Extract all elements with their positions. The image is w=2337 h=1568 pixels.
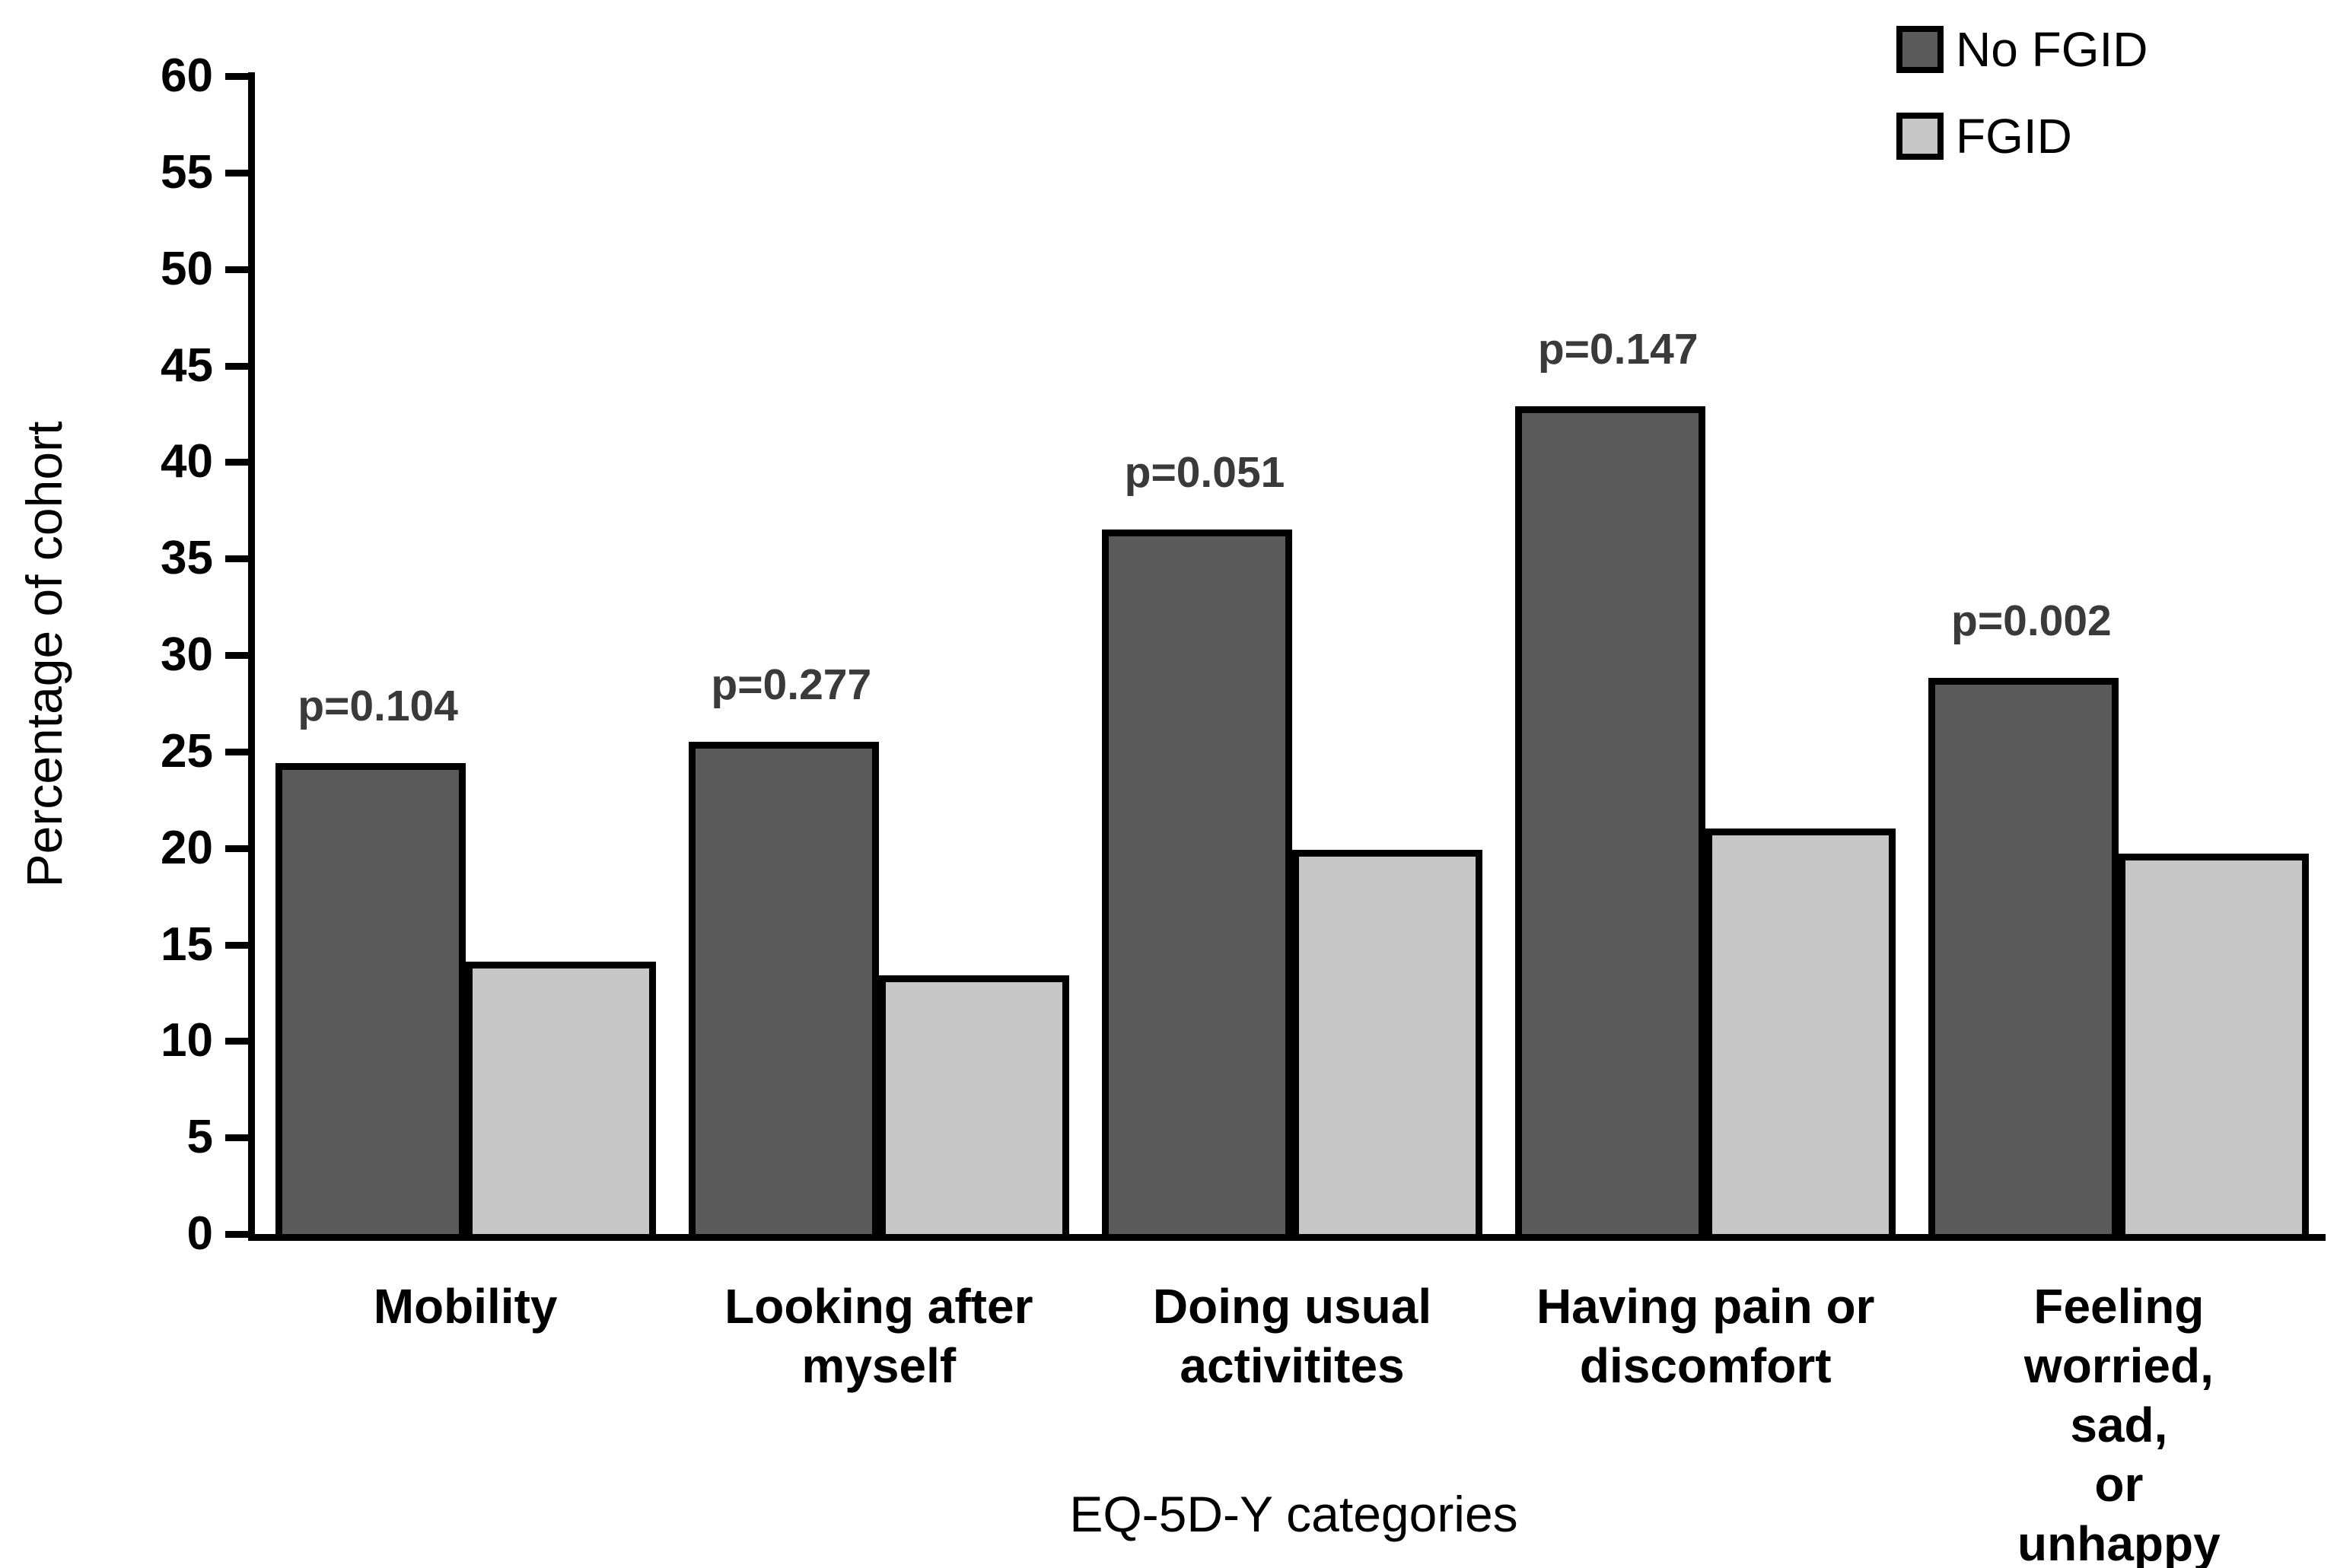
- y-axis-line: [248, 72, 255, 1241]
- bar-fgid: [1705, 829, 1896, 1241]
- y-tick: [225, 844, 248, 852]
- p-value-label: p=0.051: [1124, 448, 1285, 498]
- y-tick-label: 55: [161, 145, 213, 199]
- y-tick: [225, 1134, 248, 1142]
- y-tick-label: 0: [186, 1207, 213, 1260]
- category-label: Feeling worried, sad, or unhappy: [2017, 1279, 2221, 1568]
- bar-no-fgid: [275, 763, 466, 1241]
- p-value-label: p=0.104: [298, 682, 458, 731]
- y-tick: [225, 1231, 248, 1238]
- y-tick-label: 60: [161, 49, 213, 102]
- y-tick: [225, 459, 248, 466]
- y-tick: [225, 652, 248, 659]
- category-label: Mobility: [373, 1279, 558, 1334]
- y-tick-label: 25: [161, 724, 213, 778]
- y-tick-label: 35: [161, 532, 213, 585]
- y-tick-label: 15: [161, 918, 213, 971]
- legend: No FGID FGID: [1896, 22, 2148, 164]
- legend-label: No FGID: [1956, 22, 2148, 77]
- bar-fgid: [465, 962, 656, 1241]
- y-tick: [225, 73, 248, 80]
- bar-no-fgid: [688, 742, 879, 1241]
- y-tick-label: 10: [161, 1014, 213, 1067]
- bar-no-fgid: [1515, 406, 1706, 1241]
- y-tick-label: 30: [161, 628, 213, 681]
- p-value-label: p=0.002: [1951, 596, 2112, 646]
- p-value-label: p=0.147: [1537, 324, 1699, 374]
- category-label: Doing usual activitites: [1152, 1279, 1432, 1393]
- y-tick: [225, 266, 248, 273]
- legend-swatch-icon: [1896, 113, 1944, 160]
- y-tick: [225, 169, 248, 177]
- y-tick-label: 20: [161, 821, 213, 874]
- y-tick-label: 40: [161, 435, 213, 488]
- y-tick: [225, 748, 248, 755]
- y-tick: [225, 941, 248, 949]
- category-label: Looking after myself: [724, 1279, 1033, 1393]
- x-axis-title: EQ-5D-Y categories: [1069, 1486, 1518, 1542]
- bar-fgid: [2119, 854, 2310, 1241]
- bar-fgid: [1292, 850, 1482, 1241]
- p-value-label: p=0.277: [711, 660, 872, 710]
- y-tick-label: 50: [161, 242, 213, 295]
- y-tick: [225, 362, 248, 370]
- y-tick: [225, 1038, 248, 1045]
- bar-fgid: [878, 975, 1069, 1241]
- legend-row: No FGID: [1896, 22, 2148, 77]
- category-label: Having pain or discomfort: [1536, 1279, 1875, 1393]
- legend-row: FGID: [1896, 109, 2148, 164]
- y-tick: [225, 555, 248, 563]
- legend-swatch-icon: [1896, 26, 1944, 73]
- bar-no-fgid: [1102, 530, 1292, 1241]
- legend-label: FGID: [1956, 109, 2072, 164]
- y-tick-label: 5: [186, 1111, 213, 1164]
- bar-no-fgid: [1928, 678, 2119, 1241]
- y-tick-label: 45: [161, 339, 213, 392]
